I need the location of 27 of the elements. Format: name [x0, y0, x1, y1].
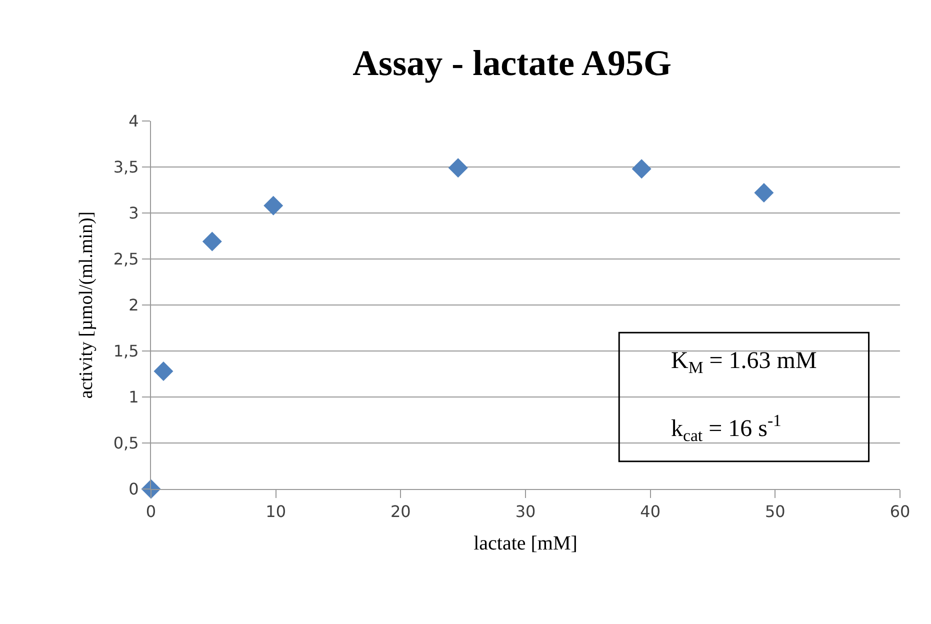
x-tick-label: 40: [640, 502, 661, 522]
y-tick-label: 0,5: [113, 434, 139, 453]
point: [154, 361, 174, 381]
y-tick-label: 1: [128, 388, 139, 407]
point: [754, 183, 774, 203]
point: [202, 232, 222, 252]
x-tick-label: 60: [890, 502, 910, 522]
point: [632, 159, 652, 179]
chart-title: Assay - lactate A95G: [352, 43, 672, 84]
x-tick-label: 0: [146, 502, 156, 522]
point: [448, 158, 468, 178]
y-tick-label: 4: [128, 112, 139, 131]
annotation: K$_{M}$ = 1.63 mM: [671, 348, 817, 378]
x-tick-label: 50: [764, 502, 786, 522]
y-tick-label: 2,5: [113, 250, 139, 269]
point: [264, 196, 284, 216]
y-tick-label: 2: [128, 296, 139, 315]
y-tick-label: 1,5: [113, 342, 139, 361]
x-tick-label: 20: [390, 502, 411, 522]
x-tick-label: 10: [266, 502, 286, 522]
y-tick-label: 3: [128, 204, 139, 223]
y-axis-title: activity [µmol/(ml.min)]: [76, 211, 98, 399]
x-tick-label: 30: [515, 502, 536, 522]
y-tick-label: 3,5: [113, 158, 139, 177]
annotation: k$_{cat}$ = 16 s$^{-1}$: [671, 411, 782, 446]
x-axis-title: lactate [mM]: [474, 532, 578, 555]
y-tick-label: 0: [128, 480, 139, 499]
